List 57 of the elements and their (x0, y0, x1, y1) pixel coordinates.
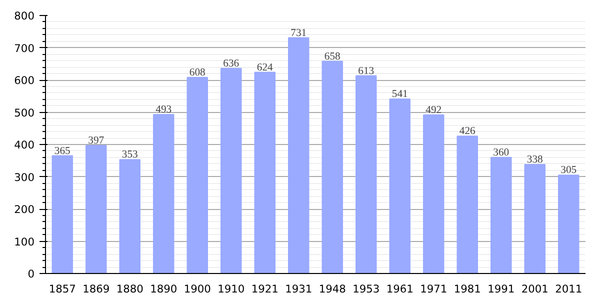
bar (288, 37, 310, 274)
bar (456, 136, 478, 274)
data-label: 636 (223, 58, 240, 70)
y-tick-label: 300 (14, 170, 35, 184)
bar (186, 76, 208, 274)
x-tick-label: 1948 (318, 282, 346, 296)
y-tick-label: 200 (14, 203, 35, 216)
bar (86, 144, 107, 274)
data-label: 397 (88, 135, 105, 146)
bar (558, 174, 580, 274)
data-label: 492 (426, 104, 442, 116)
x-tick-label: 1857 (48, 282, 76, 296)
y-tick-label: 500 (14, 106, 35, 120)
x-tick-label: 1961 (386, 282, 414, 296)
x-tick-label: 1880 (116, 282, 144, 296)
x-tick-label: 1953 (352, 282, 380, 296)
data-label: 353 (122, 150, 138, 161)
data-label: 365 (54, 146, 70, 157)
bar (220, 68, 242, 274)
data-label: 338 (526, 154, 543, 166)
x-tick-label: 1900 (184, 282, 212, 296)
y-tick-label: 600 (14, 74, 35, 87)
bar (490, 156, 512, 274)
bar (524, 164, 546, 274)
data-label: 608 (189, 67, 206, 78)
x-tick-label: 1931 (285, 282, 312, 296)
bar (389, 98, 410, 274)
y-tick-label: 800 (14, 10, 35, 22)
y-tick-label: 0 (28, 268, 35, 280)
data-label: 731 (290, 28, 307, 39)
data-label: 426 (459, 126, 476, 138)
x-tick-label: 1981 (454, 282, 481, 296)
x-tick-label: 1991 (488, 282, 515, 296)
data-label: 624 (256, 62, 274, 74)
x-tick-label: 2001 (521, 282, 548, 296)
data-label: 493 (156, 104, 172, 116)
x-tick-label: 1921 (251, 282, 278, 296)
y-tick-label: 100 (14, 235, 35, 248)
bar (119, 159, 140, 274)
data-label: 613 (358, 66, 374, 77)
bar (423, 114, 444, 274)
x-tick-label: 1910 (218, 282, 245, 296)
bar (153, 114, 174, 274)
data-label: 305 (560, 165, 577, 176)
data-label: 658 (324, 51, 340, 62)
data-label: 360 (493, 147, 510, 158)
y-tick-label: 400 (14, 138, 35, 152)
bar (254, 72, 276, 274)
x-tick-label: 1890 (150, 282, 178, 296)
data-label: 541 (392, 89, 408, 100)
bar (52, 155, 73, 274)
x-tick-label: 1869 (82, 282, 110, 296)
bar (356, 75, 377, 274)
x-tick-label: 2011 (555, 282, 582, 296)
x-tick-label: 1971 (420, 282, 448, 296)
bar (322, 60, 343, 274)
y-tick-label: 700 (14, 42, 35, 55)
